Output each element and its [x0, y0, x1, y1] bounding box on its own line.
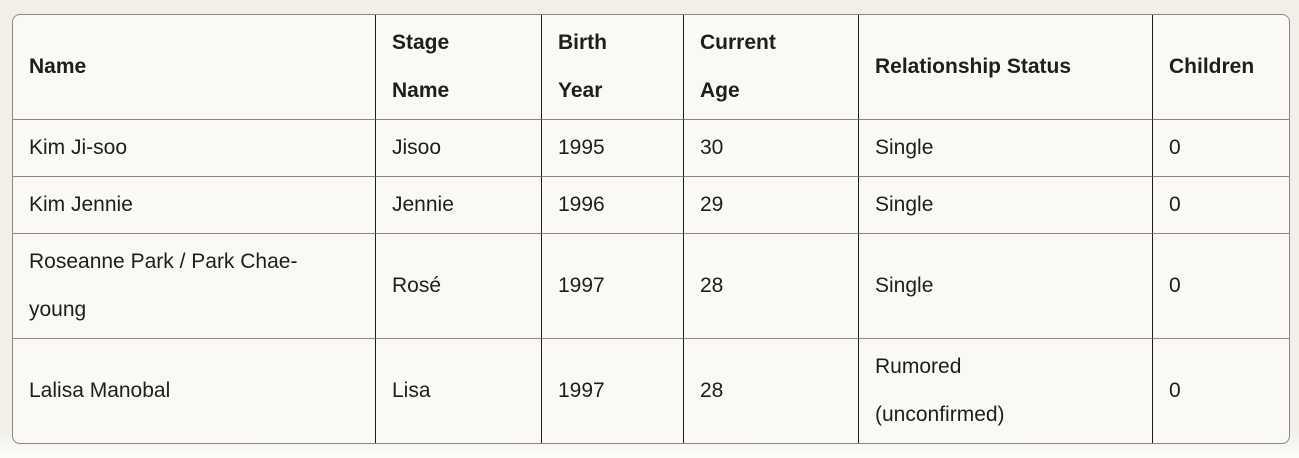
column-header-label: Current Age [700, 31, 776, 102]
cell-value: Jisoo [392, 136, 442, 159]
table-row: Kim Ji-soo Jisoo 1995 30 Single 0 [13, 120, 1289, 177]
cell-value: Lalisa Manobal [29, 379, 171, 402]
cell-value: Rosé [392, 274, 442, 297]
cell-value: 1995 [558, 136, 605, 159]
column-header-label: Birth Year [558, 31, 607, 102]
table-container: Name Stage Name Birth Year Current Age Relat… [12, 14, 1290, 444]
cell-birth-year: 1996 [542, 177, 684, 234]
cell-value: 29 [700, 193, 724, 216]
members-table: Name Stage Name Birth Year Current Age Relat… [13, 15, 1289, 443]
cell-current-age: 30 [684, 120, 859, 177]
cell-relationship-status: Single [859, 234, 1153, 339]
column-header-label: Name [29, 55, 87, 78]
cell-value: Roseanne Park / Park Chae-young [29, 250, 298, 321]
cell-current-age: 29 [684, 177, 859, 234]
column-header-label: Stage Name [392, 31, 450, 102]
column-header-label: Relationship Status [875, 55, 1072, 78]
cell-stage-name: Jennie [376, 177, 542, 234]
cell-value: Lisa [392, 379, 431, 402]
cell-children: 0 [1153, 120, 1289, 177]
cell-stage-name: Rosé [376, 234, 542, 339]
column-header-name: Name [13, 15, 376, 120]
cell-value: Single [875, 193, 934, 216]
column-header-current-age: Current Age [684, 15, 859, 120]
cell-value: 0 [1169, 379, 1181, 402]
table-row: Roseanne Park / Park Chae-young Rosé 1997 2… [13, 234, 1289, 339]
cell-value: Single [875, 136, 934, 159]
cell-value: Kim Ji-soo [29, 136, 128, 159]
table-header: Name Stage Name Birth Year Current Age Relat… [13, 15, 1289, 120]
cell-value: 1996 [558, 193, 605, 216]
cell-birth-year: 1997 [542, 339, 684, 443]
table-row: Kim Jennie Jennie 1996 29 Single 0 [13, 177, 1289, 234]
cell-birth-year: 1997 [542, 234, 684, 339]
column-header-birth-year: Birth Year [542, 15, 684, 120]
cell-current-age: 28 [684, 234, 859, 339]
column-header-relationship-status: Relationship Status [859, 15, 1153, 120]
cell-name: Lalisa Manobal [13, 339, 376, 443]
column-header-children: Children [1153, 15, 1289, 120]
cell-value: 28 [700, 379, 724, 402]
cell-current-age: 28 [684, 339, 859, 443]
cell-name: Kim Jennie [13, 177, 376, 234]
table-row: Lalisa Manobal Lisa 1997 28 Rumored (unconfi… [13, 339, 1289, 443]
table-body: Kim Ji-soo Jisoo 1995 30 Single 0 Kim Jennie Je… [13, 120, 1289, 443]
cell-value: 0 [1169, 274, 1181, 297]
cell-stage-name: Jisoo [376, 120, 542, 177]
cell-name: Kim Ji-soo [13, 120, 376, 177]
cell-value: 28 [700, 274, 724, 297]
cell-value: 1997 [558, 274, 605, 297]
cell-relationship-status: Single [859, 120, 1153, 177]
cell-relationship-status: Rumored (unconfirmed) [859, 339, 1153, 443]
cell-birth-year: 1995 [542, 120, 684, 177]
header-row: Name Stage Name Birth Year Current Age Relat… [13, 15, 1289, 120]
cell-value: Jennie [392, 193, 454, 216]
column-header-stage-name: Stage Name [376, 15, 542, 120]
cell-children: 0 [1153, 177, 1289, 234]
cell-value: 30 [700, 136, 724, 159]
cell-value: 0 [1169, 136, 1181, 159]
cell-children: 0 [1153, 339, 1289, 443]
cell-value: 1997 [558, 379, 605, 402]
cell-value: Single [875, 274, 934, 297]
cell-name: Roseanne Park / Park Chae-young [13, 234, 376, 339]
cell-value: Kim Jennie [29, 193, 133, 216]
cell-value: Rumored (unconfirmed) [875, 355, 1005, 426]
cell-stage-name: Lisa [376, 339, 542, 443]
cell-relationship-status: Single [859, 177, 1153, 234]
cell-children: 0 [1153, 234, 1289, 339]
cell-value: 0 [1169, 193, 1181, 216]
column-header-label: Children [1169, 55, 1255, 78]
